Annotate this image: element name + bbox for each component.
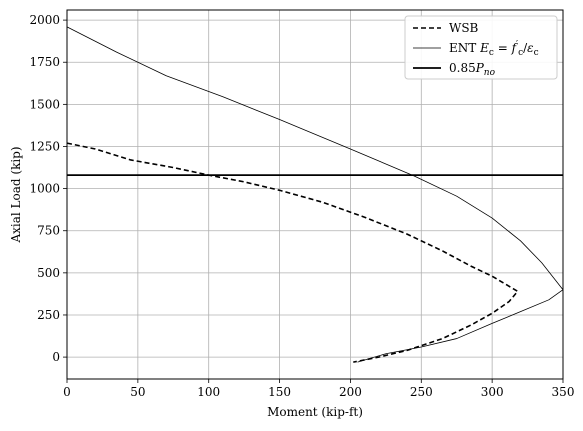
y-tick-label: 1750	[29, 55, 60, 69]
x-axis-ticks: 0 50 100 150 200 250 300 350	[63, 379, 574, 399]
x-tick-label: 200	[339, 385, 362, 399]
y-tick-label: 250	[37, 308, 60, 322]
y-tick-label: 1000	[29, 182, 60, 196]
legend-label-wsb: WSB	[449, 21, 479, 35]
series-wsb	[66, 142, 519, 363]
x-tick-label: 0	[63, 385, 71, 399]
y-tick-label: 0	[52, 350, 60, 364]
x-tick-label: 300	[481, 385, 504, 399]
y-tick-label: 2000	[29, 13, 60, 27]
y-axis-label: Axial Load (kip)	[9, 146, 23, 243]
x-tick-label: 150	[268, 385, 291, 399]
y-tick-label: 1250	[29, 139, 60, 153]
x-tick-label: 250	[410, 385, 433, 399]
y-tick-label: 750	[37, 224, 60, 238]
x-tick-label: 350	[552, 385, 575, 399]
x-tick-label: 50	[130, 385, 145, 399]
x-tick-label: 100	[197, 385, 220, 399]
legend: WSB ENT Ec = f′c/εc 0.85Pno	[404, 15, 558, 80]
y-axis-ticks: 0 250 500 750 1000 1250 1500 1750 2000	[29, 13, 67, 364]
plot-frame	[66, 9, 564, 380]
legend-box	[404, 15, 558, 80]
x-axis-label: Moment (kip-ft)	[267, 405, 363, 419]
y-tick-label: 500	[37, 266, 60, 280]
series-ent	[66, 26, 564, 363]
series-lines	[66, 26, 564, 363]
y-tick-label: 1500	[29, 97, 60, 111]
